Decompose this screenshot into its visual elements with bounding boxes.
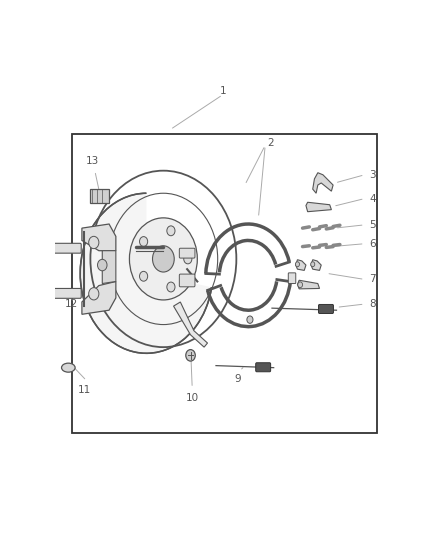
- Text: 2: 2: [267, 138, 274, 148]
- Circle shape: [80, 193, 212, 353]
- FancyBboxPatch shape: [90, 189, 109, 204]
- Text: 6: 6: [369, 239, 376, 249]
- Polygon shape: [296, 260, 306, 270]
- Text: 5: 5: [369, 220, 376, 230]
- Text: 1: 1: [219, 86, 226, 95]
- Text: 13: 13: [86, 156, 99, 166]
- Circle shape: [130, 218, 197, 300]
- FancyBboxPatch shape: [179, 274, 195, 287]
- Circle shape: [152, 246, 174, 272]
- FancyBboxPatch shape: [54, 288, 81, 298]
- FancyBboxPatch shape: [318, 304, 333, 313]
- Polygon shape: [82, 224, 116, 251]
- Circle shape: [88, 288, 99, 300]
- Circle shape: [311, 262, 315, 266]
- Text: 9: 9: [235, 374, 241, 384]
- FancyBboxPatch shape: [288, 273, 296, 284]
- Circle shape: [167, 282, 175, 292]
- Circle shape: [186, 350, 195, 361]
- Text: 7: 7: [369, 274, 376, 285]
- Polygon shape: [173, 302, 208, 347]
- Text: 12: 12: [64, 299, 78, 309]
- Polygon shape: [311, 260, 321, 270]
- Text: 4: 4: [369, 193, 376, 204]
- Circle shape: [140, 271, 148, 281]
- FancyBboxPatch shape: [54, 243, 81, 253]
- Wedge shape: [146, 189, 216, 288]
- Circle shape: [88, 236, 99, 249]
- Circle shape: [298, 282, 303, 288]
- Circle shape: [295, 262, 300, 266]
- Polygon shape: [306, 202, 332, 212]
- Ellipse shape: [61, 363, 75, 372]
- Circle shape: [184, 254, 192, 264]
- Text: 3: 3: [369, 170, 376, 180]
- Circle shape: [140, 237, 148, 246]
- Text: 8: 8: [369, 299, 376, 309]
- Bar: [72, 134, 377, 433]
- Polygon shape: [102, 251, 116, 284]
- Polygon shape: [297, 280, 320, 289]
- Circle shape: [167, 226, 175, 236]
- Circle shape: [247, 316, 253, 324]
- Polygon shape: [82, 281, 116, 314]
- Text: 10: 10: [186, 393, 199, 403]
- FancyBboxPatch shape: [256, 363, 271, 372]
- FancyBboxPatch shape: [179, 248, 195, 258]
- Circle shape: [98, 260, 107, 271]
- Text: 11: 11: [78, 385, 91, 395]
- Polygon shape: [313, 173, 333, 193]
